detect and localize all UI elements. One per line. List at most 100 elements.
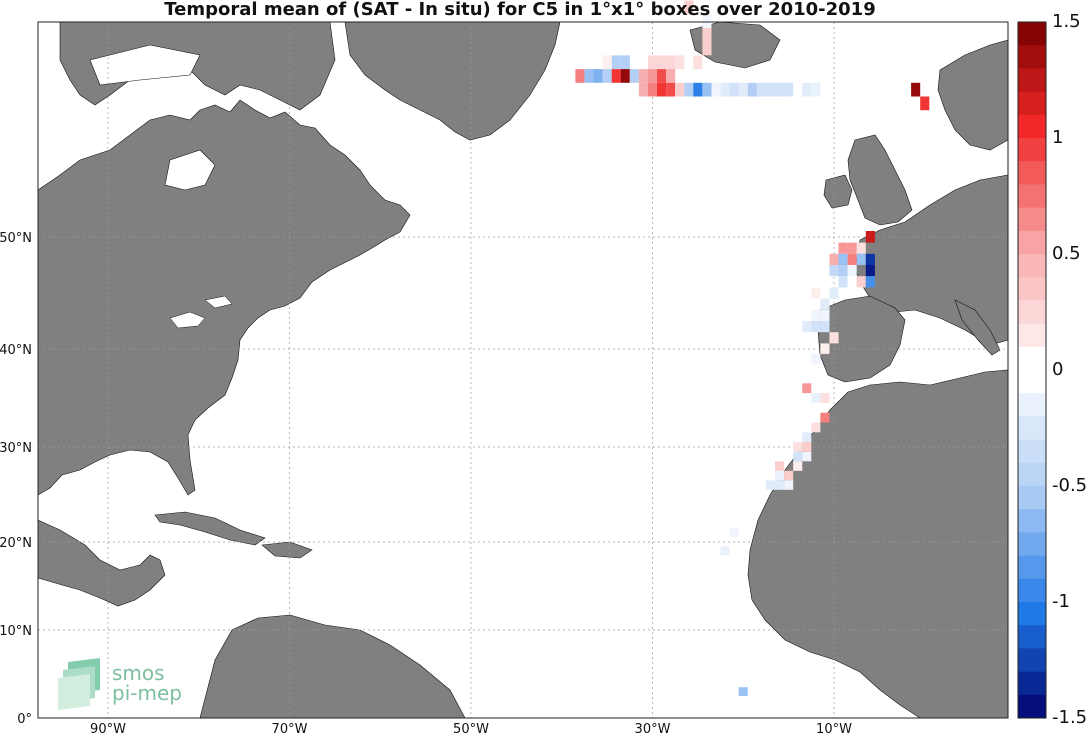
colorbar-tick-label: -1.5 — [1052, 707, 1088, 728]
lon-tick-label: 50°W — [453, 722, 489, 737]
data-cell — [675, 55, 685, 70]
data-cell — [793, 442, 803, 452]
colorbar-segment — [1018, 91, 1046, 116]
colorbar-segment — [1018, 578, 1046, 603]
colorbar-segment — [1018, 486, 1046, 510]
colorbar-segment — [1018, 161, 1046, 185]
lat-tick-label: 10°N — [0, 624, 32, 639]
data-cell — [738, 687, 748, 696]
data-cell — [666, 55, 676, 70]
smos-pi-mep-logo: smos pi-mep — [58, 658, 182, 710]
data-cell — [702, 14, 712, 28]
data-cell — [811, 309, 821, 321]
data-cell — [657, 55, 667, 70]
colorbar-segment — [1018, 555, 1046, 580]
great-lakes — [169, 311, 206, 329]
data-cell — [720, 546, 730, 556]
data-cell — [611, 55, 621, 70]
data-cell — [775, 461, 785, 471]
data-cell — [784, 470, 794, 481]
colorbar-segment — [1018, 45, 1046, 69]
data-cell — [593, 69, 603, 83]
colorbar-segment — [1018, 671, 1046, 696]
data-cell — [575, 69, 585, 83]
data-cell — [775, 82, 785, 97]
lakes — [169, 295, 233, 329]
colorbar-segment — [1018, 138, 1046, 162]
data-cell — [602, 55, 612, 70]
data-cell — [648, 69, 658, 83]
colorbar-segment — [1018, 323, 1046, 348]
data-cell — [729, 527, 739, 538]
data-cell — [702, 82, 712, 97]
data-cell — [702, 41, 712, 56]
cuba-land — [154, 511, 266, 546]
colorbar — [1018, 22, 1046, 719]
data-cell — [666, 69, 676, 83]
logo-line2: pi-mep — [112, 681, 182, 705]
data-cell — [820, 309, 830, 321]
data-cell — [820, 321, 830, 333]
lake-erie — [204, 295, 233, 309]
colorbar-segment — [1018, 277, 1046, 301]
data-cell — [711, 82, 721, 97]
data-cell — [865, 265, 875, 277]
data-cell — [638, 82, 648, 97]
data-cell — [838, 242, 848, 254]
data-cell — [584, 69, 594, 83]
data-cell — [856, 276, 866, 288]
data-cell — [811, 82, 821, 97]
lat-tick-label: 0° — [17, 712, 32, 727]
data-cell — [620, 55, 630, 70]
data-cell — [811, 393, 821, 403]
logo-mark-icon — [58, 658, 100, 710]
data-cell — [856, 242, 866, 254]
data-cell — [802, 442, 812, 452]
italy-land — [954, 299, 1001, 356]
data-cell — [784, 82, 794, 97]
colorbar-segment — [1018, 184, 1046, 209]
data-cell — [847, 265, 857, 277]
data-cell — [829, 332, 839, 344]
data-cell — [765, 480, 775, 490]
data-cell — [811, 353, 821, 364]
colorbar-segment — [1018, 648, 1046, 673]
lon-tick-label: 10°W — [816, 722, 852, 737]
data-cell — [765, 82, 775, 97]
data-cell — [738, 82, 748, 97]
iceland-land — [689, 21, 781, 69]
data-cell — [657, 82, 667, 97]
colorbar-segment — [1018, 462, 1046, 487]
data-cell — [684, 82, 694, 97]
data-cell — [865, 231, 875, 243]
data-cell — [611, 69, 621, 83]
data-cell — [820, 343, 830, 354]
data-cell — [802, 383, 812, 394]
arctic-islands — [59, 21, 336, 111]
south-america-land — [199, 614, 466, 719]
ireland-land — [823, 174, 853, 209]
colorbar-frame — [1017, 21, 1047, 719]
colorbar-segment — [1018, 439, 1046, 464]
data-cell — [693, 55, 703, 70]
lat-tick-label: 40°N — [0, 343, 32, 358]
data-cell — [638, 41, 648, 56]
colorbar-segment — [1018, 416, 1046, 441]
data-cell — [847, 242, 857, 254]
data-cell — [856, 253, 866, 265]
data-cell — [629, 69, 639, 83]
data-cell — [820, 298, 830, 310]
data-cell — [802, 451, 812, 462]
colorbar-segment — [1018, 625, 1046, 649]
colorbar-segment — [1018, 509, 1046, 533]
data-cell — [693, 82, 703, 97]
data-cell — [820, 412, 830, 423]
data-cell — [802, 321, 812, 333]
data-cell — [865, 276, 875, 288]
colorbar-segment — [1018, 602, 1046, 626]
data-cell — [811, 363, 821, 374]
scandinavia-land — [937, 39, 1009, 151]
arctic-strait — [89, 44, 201, 86]
colorbar-segment — [1018, 694, 1046, 719]
